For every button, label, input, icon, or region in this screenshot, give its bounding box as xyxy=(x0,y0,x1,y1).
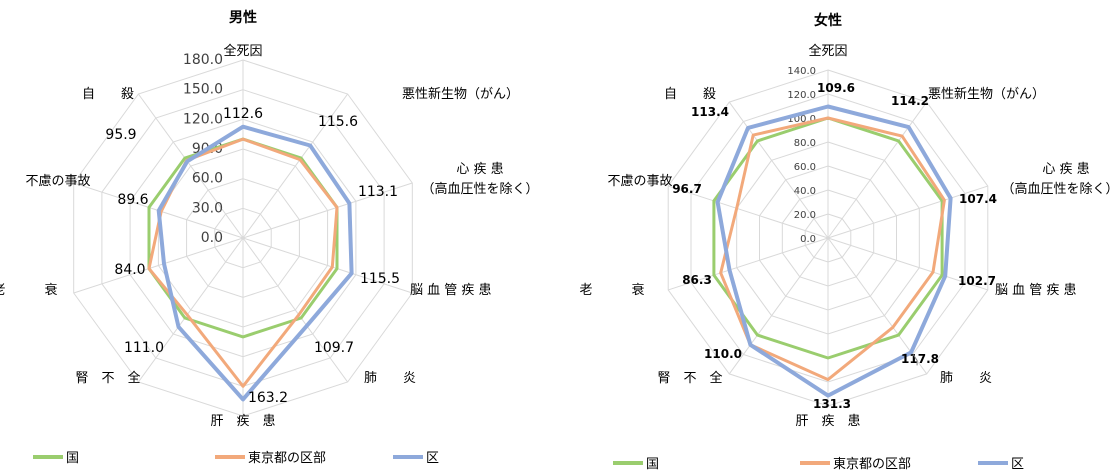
tick-label: 20.0 xyxy=(794,210,816,221)
tick-label: 60.0 xyxy=(794,162,816,173)
tick-label: 40.0 xyxy=(794,186,816,197)
data-label: 115.6 xyxy=(318,114,358,130)
tick-label: 0.0 xyxy=(201,230,223,246)
legend-label: 国 xyxy=(66,451,79,466)
category-label: 肺 炎 xyxy=(940,371,992,386)
category-label: 肝 疾 患 xyxy=(795,414,860,429)
chart-title: 女性 xyxy=(814,12,842,29)
data-label: 114.2 xyxy=(891,94,929,108)
category-label: 心 疾 患 xyxy=(456,162,503,177)
legend-label: 国 xyxy=(646,457,659,470)
data-label: 112.6 xyxy=(223,106,263,122)
grid-spoke xyxy=(73,237,244,294)
data-label: 107.4 xyxy=(959,192,997,206)
grid-spoke xyxy=(242,93,349,239)
label-leader-line xyxy=(912,354,918,366)
category-label: 全死因 xyxy=(808,43,847,59)
category-label: 心 疾 患 xyxy=(1042,162,1089,177)
category-label: 肝 疾 患 xyxy=(210,414,275,429)
data-label: 115.5 xyxy=(360,271,400,287)
grid-spoke xyxy=(668,185,829,239)
chart-title: 男性 xyxy=(229,9,257,26)
category-label: 不慮の事故 xyxy=(25,174,90,189)
legend-label: 区 xyxy=(426,451,439,466)
tick-label: 80.0 xyxy=(794,138,816,149)
data-label: 102.7 xyxy=(958,274,996,288)
category-label: 肺 炎 xyxy=(364,371,416,386)
category-label: 全死因 xyxy=(223,43,262,59)
grid-spoke xyxy=(137,237,244,383)
category-label: 悪性新生物（がん） xyxy=(928,86,1045,102)
data-label: 113.4 xyxy=(691,105,729,119)
category-sublabel: （高血圧性を除く） xyxy=(421,181,538,197)
category-label: 不慮の事故 xyxy=(607,174,672,189)
category-label: 自 殺 xyxy=(664,87,716,102)
series-line-2 xyxy=(156,124,354,402)
category-label: 老 衰 xyxy=(579,282,644,298)
grid-spoke xyxy=(827,237,988,291)
data-label: 113.1 xyxy=(358,184,398,200)
data-label: 95.9 xyxy=(105,127,136,143)
grid-spoke xyxy=(137,93,244,239)
grid-spoke xyxy=(827,185,988,239)
tick-label: 60.0 xyxy=(192,171,223,187)
data-label: 110.0 xyxy=(704,347,742,361)
grid-spoke xyxy=(728,237,829,375)
data-label: 131.3 xyxy=(813,397,851,411)
data-label: 163.2 xyxy=(248,390,288,406)
data-label: 117.8 xyxy=(901,352,939,366)
category-label: 脳 血 管 疾 患 xyxy=(995,283,1077,298)
grid-spoke xyxy=(242,182,413,239)
tick-label: 120.0 xyxy=(183,111,223,127)
tick-label: 120.0 xyxy=(787,90,816,101)
grid-spoke xyxy=(728,101,829,239)
data-label: 111.0 xyxy=(124,340,164,356)
data-label: 89.6 xyxy=(117,192,148,208)
grid-spoke xyxy=(242,237,413,294)
category-label: 脳 血 管 疾 患 xyxy=(410,283,492,298)
category-label: 腎 不 全 xyxy=(657,370,722,386)
category-label: 老 衰 xyxy=(0,282,58,298)
legend-label: 区 xyxy=(1011,457,1024,470)
series-line-2 xyxy=(715,104,953,398)
tick-label: 30.0 xyxy=(192,200,223,216)
grid-spoke xyxy=(827,101,928,239)
category-label: 悪性新生物（がん） xyxy=(402,86,519,102)
series-line-1 xyxy=(719,116,946,382)
legend-label: 東京都の区部 xyxy=(248,450,326,466)
grid-spoke xyxy=(242,237,349,383)
data-label: 109.6 xyxy=(817,81,855,95)
tick-label: 140.0 xyxy=(787,66,816,77)
category-label: 腎 不 全 xyxy=(75,370,140,386)
data-label: 84.0 xyxy=(114,262,145,278)
data-label: 86.3 xyxy=(682,273,712,287)
grid-spoke xyxy=(668,237,829,291)
legend-label: 東京都の区部 xyxy=(833,456,911,470)
data-label: 96.7 xyxy=(672,182,702,196)
tick-label: 150.0 xyxy=(183,82,223,98)
tick-label: 180.0 xyxy=(183,52,223,68)
tick-label: 100.0 xyxy=(787,114,816,125)
category-sublabel: （高血圧性を除く） xyxy=(1001,181,1117,197)
category-label: 自 殺 xyxy=(82,87,134,102)
tick-label: 0.0 xyxy=(800,234,816,245)
data-label: 109.7 xyxy=(314,340,354,356)
